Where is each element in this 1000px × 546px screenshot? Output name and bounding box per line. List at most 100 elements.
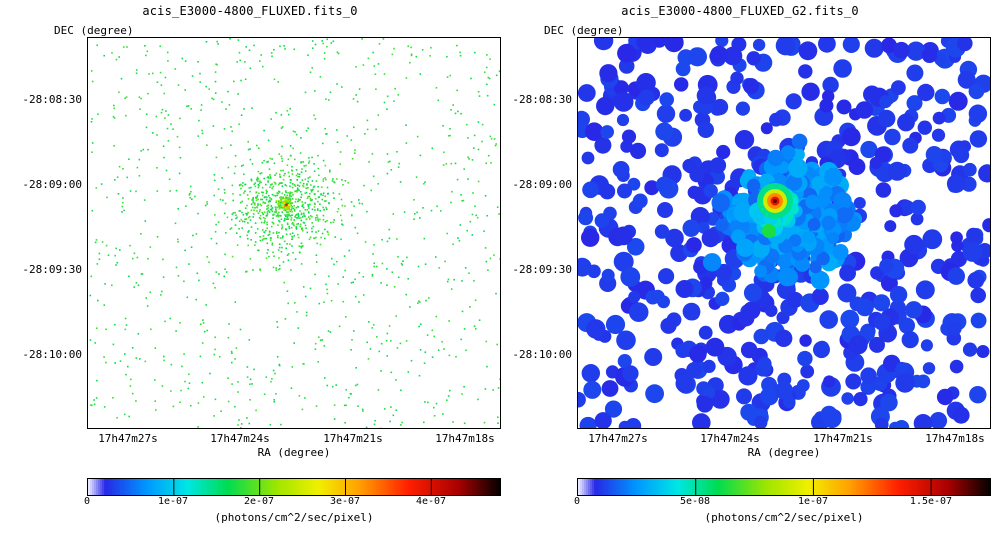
photon-event <box>281 226 284 228</box>
colorbar-segment <box>190 479 193 495</box>
photon-event <box>289 107 291 110</box>
photon-event <box>241 200 243 203</box>
flux-blob <box>920 339 933 352</box>
photon-event <box>201 381 204 384</box>
flux-blob <box>798 64 813 79</box>
photon-event <box>117 193 120 195</box>
photon-event <box>304 215 306 218</box>
photon-event <box>300 219 303 222</box>
photon-event <box>249 378 252 381</box>
flux-blob <box>856 298 874 317</box>
photon-event <box>267 204 270 207</box>
photon-event <box>264 229 267 232</box>
photon-event <box>312 188 314 191</box>
photon-event <box>299 199 301 201</box>
flux-blob <box>946 174 966 193</box>
colorbar-segment <box>656 479 659 495</box>
photon-event <box>278 231 280 234</box>
photon-event <box>152 132 154 134</box>
photon-event <box>423 183 425 185</box>
photon-event <box>237 391 239 393</box>
photon-event <box>478 319 481 321</box>
colorbar-segment <box>796 479 799 495</box>
photon-event <box>203 330 206 333</box>
photon-event <box>284 202 287 205</box>
colorbar-segment <box>364 479 367 495</box>
photon-event <box>254 207 256 209</box>
photon-event <box>271 55 273 58</box>
photon-event <box>262 65 264 68</box>
photon-event <box>332 221 335 224</box>
photon-event <box>451 190 453 193</box>
flux-blob <box>813 341 830 359</box>
photon-event <box>262 191 264 194</box>
colorbar-segment <box>330 479 333 495</box>
heatmap-image <box>578 38 990 428</box>
photon-event <box>277 215 280 218</box>
photon-event <box>304 178 307 181</box>
photon-event <box>276 194 279 197</box>
colorbar-segment <box>264 479 267 495</box>
photon-event <box>254 241 257 243</box>
photon-event <box>449 134 451 137</box>
colorbar-segment <box>400 479 403 495</box>
photon-event <box>495 74 498 77</box>
photon-event <box>263 196 266 198</box>
left-chart-panel: acis_E3000-4800_FLUXED.fits_0 DEC (degre… <box>22 4 501 524</box>
photon-event <box>241 220 244 223</box>
photon-event <box>489 58 491 60</box>
photon-event <box>292 194 294 196</box>
flux-blob <box>582 181 599 199</box>
photon-event <box>294 214 297 217</box>
photon-event <box>375 88 377 90</box>
photon-event <box>118 56 120 58</box>
photon-event <box>213 194 215 197</box>
photon-event <box>227 166 230 169</box>
photon-event <box>356 383 359 386</box>
photon-event <box>104 283 106 285</box>
photon-event <box>326 38 328 41</box>
colorbar-segment <box>706 479 709 495</box>
photon-event <box>355 94 357 96</box>
photon-event <box>205 85 207 88</box>
flux-blob <box>869 156 882 170</box>
photon-event <box>235 217 237 220</box>
photon-event <box>168 178 171 181</box>
photon-event <box>324 237 326 240</box>
photon-event <box>166 127 169 130</box>
photon-event <box>314 43 317 46</box>
photon-event <box>457 237 459 239</box>
photon-event <box>419 217 421 219</box>
colorbar-segment <box>954 479 957 495</box>
heatmap-plot[interactable] <box>87 37 501 429</box>
photon-event <box>295 227 298 229</box>
photon-event <box>288 196 290 199</box>
flux-blob <box>579 416 597 428</box>
colorbar-segment <box>700 479 703 495</box>
photon-event <box>437 349 440 351</box>
photon-event <box>396 151 398 153</box>
colorbar-segment <box>288 479 291 495</box>
photon-event <box>279 196 281 199</box>
heatmap-plot[interactable] <box>577 37 991 429</box>
photon-event <box>326 220 328 222</box>
photon-event <box>177 208 179 210</box>
photon-event <box>324 177 326 179</box>
colorbar-segment <box>924 479 927 495</box>
photon-event <box>281 224 283 226</box>
photon-event <box>285 233 288 235</box>
colorbar-segment <box>642 479 645 495</box>
photon-event <box>327 233 330 236</box>
photon-event <box>409 306 411 308</box>
photon-event <box>340 198 343 201</box>
flux-blob <box>600 125 614 139</box>
photon-event <box>221 177 223 179</box>
colorbar-segment <box>898 479 901 495</box>
photon-event <box>105 244 108 247</box>
photon-event <box>179 157 182 159</box>
photon-event <box>407 45 409 48</box>
colorbar-segment <box>960 479 963 495</box>
colorbar-segment <box>88 479 91 495</box>
photon-event <box>309 203 311 206</box>
photon-event <box>421 49 424 51</box>
